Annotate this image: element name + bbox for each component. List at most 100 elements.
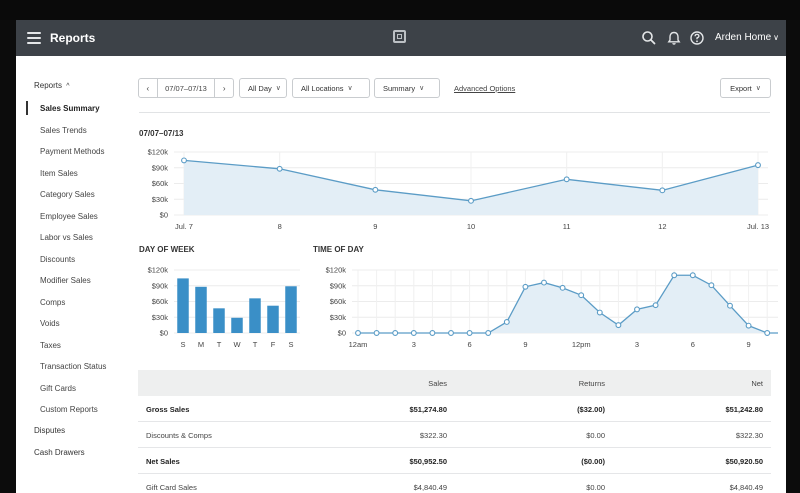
row-returns: ($0.00) — [581, 457, 605, 466]
series-area — [358, 275, 778, 333]
row-returns: $0.00 — [586, 431, 605, 440]
y-tick-label: $30k — [330, 313, 347, 322]
bar — [285, 286, 297, 333]
y-tick-label: $30k — [152, 313, 169, 322]
account-name: Arden Home — [715, 32, 772, 43]
sidebar-item[interactable]: Transaction Status — [40, 362, 107, 371]
next-range-button[interactable]: › — [215, 79, 233, 97]
data-point — [708, 282, 715, 289]
bell-icon[interactable] — [665, 29, 683, 47]
x-tick-label: S — [180, 340, 185, 349]
sidebar-item[interactable]: Gift Cards — [40, 383, 77, 393]
date-range-value[interactable]: 07/07–07/13 — [158, 79, 216, 97]
sidebar-top-item[interactable]: Disputes — [34, 426, 66, 435]
view-dropdown[interactable]: Summary ∨ — [374, 78, 440, 98]
sidebar-item[interactable]: Modifier Sales — [40, 276, 91, 285]
data-point — [578, 292, 585, 299]
export-button[interactable]: Export ∨ — [720, 78, 771, 98]
sidebar-item[interactable]: Labor vs Sales — [40, 233, 93, 242]
table-row[interactable]: Net Sales $50,952.50 ($0.00) $50,920.50 — [138, 448, 771, 474]
x-tick-label: 11 — [563, 222, 571, 231]
data-point — [689, 272, 696, 279]
data-point — [755, 162, 761, 169]
advanced-options-link[interactable]: Advanced Options — [454, 84, 516, 93]
x-tick-label: T — [253, 340, 258, 349]
sidebar-group-reports[interactable]: Reports ^ — [34, 81, 70, 90]
row-sales: $4,840.49 — [413, 483, 447, 492]
x-tick-label: 3 — [635, 340, 639, 349]
row-sales: $51,274.80 — [409, 405, 447, 414]
x-tick-label: T — [217, 340, 222, 349]
sidebar-item[interactable]: Discounts — [40, 254, 76, 264]
help-icon[interactable] — [688, 29, 706, 47]
sidebar-item[interactable]: Category Sales — [40, 190, 95, 199]
data-point — [634, 306, 640, 313]
sidebar-item[interactable]: Comps — [40, 297, 66, 307]
data-point — [355, 330, 361, 336]
search-icon[interactable] — [640, 29, 658, 47]
x-tick-label: 9 — [523, 340, 527, 349]
sidebar-item[interactable]: Payment Methods — [40, 147, 105, 156]
bar — [267, 305, 279, 333]
y-tick-label: $30k — [152, 195, 169, 204]
table-header-returns: Returns — [578, 379, 605, 388]
sidebar-item[interactable]: Sales Summary — [40, 104, 100, 113]
sidebar-item[interactable]: Item Sales — [40, 168, 78, 178]
device-bezel — [0, 0, 800, 20]
row-label: Gift Card Sales — [146, 483, 197, 492]
table-row[interactable]: Gift Card Sales $4,840.49 $0.00 $4,840.4… — [138, 474, 771, 493]
chevron-down-icon: ∨ — [773, 33, 779, 42]
data-point — [559, 284, 566, 291]
chevron-right-icon: › — [222, 83, 226, 93]
export-label: Export — [730, 83, 752, 93]
data-point — [276, 165, 283, 172]
sidebar-top-item[interactable]: Cash Drawers — [34, 447, 85, 457]
sidebar-group-label: Reports — [34, 81, 63, 90]
y-tick-label: $60k — [330, 297, 347, 306]
data-point — [485, 330, 492, 336]
x-tick-label: 8 — [278, 222, 282, 231]
x-tick-label: 10 — [467, 222, 475, 231]
data-point — [659, 187, 666, 194]
x-tick-label: S — [288, 340, 293, 349]
series-line — [358, 274, 778, 334]
table-header-row: Sales Returns Net — [138, 370, 771, 396]
row-label: Discounts & Comps — [146, 431, 212, 440]
row-net: $322.30 — [735, 431, 763, 440]
table-row[interactable]: Gross Sales $51,274.80 ($32.00) $51,242.… — [138, 396, 771, 422]
row-net: $50,920.50 — [725, 457, 763, 466]
bar — [231, 317, 243, 333]
data-point — [503, 319, 510, 325]
menu-icon[interactable] — [27, 32, 41, 44]
data-point — [373, 330, 380, 336]
row-sales: $50,952.50 — [409, 457, 447, 466]
sidebar-item[interactable]: Taxes — [40, 340, 61, 350]
locations-label: All Locations — [301, 83, 344, 93]
locations-dropdown[interactable]: All Locations ∨ — [292, 78, 370, 98]
date-range-picker: ‹ 07/07–07/13 › — [138, 78, 234, 98]
account-menu[interactable]: Arden Home ∨ — [715, 32, 779, 43]
bar — [213, 308, 225, 333]
logo-icon[interactable] — [393, 30, 406, 43]
row-label: Net Sales — [146, 457, 180, 466]
data-point — [392, 330, 399, 336]
sidebar-item[interactable]: Voids — [40, 319, 60, 328]
chevron-left-icon: ‹ — [146, 83, 150, 93]
data-point — [468, 197, 474, 204]
sidebar: Reports ^ Sales Summary Sales Trends Payme… — [16, 56, 128, 493]
day-filter-dropdown[interactable]: All Day ∨ — [239, 78, 287, 98]
sidebar-item[interactable]: Custom Reports — [40, 405, 98, 414]
prev-range-button[interactable]: ‹ — [139, 79, 158, 97]
table-row[interactable]: Discounts & Comps $322.30 $0.00 $322.30 — [138, 422, 771, 448]
x-tick-label: 3 — [412, 340, 416, 349]
chevron-down-icon: ∨ — [419, 85, 425, 92]
sidebar-item[interactable]: Sales Trends — [40, 125, 87, 135]
bar — [195, 286, 207, 333]
x-tick-label: 6 — [468, 340, 472, 349]
y-tick-label: $120k — [326, 266, 347, 275]
sidebar-item[interactable]: Employee Sales — [40, 211, 98, 221]
row-sales: $322.30 — [419, 431, 447, 440]
date-heading: 07/07–07/13 — [139, 129, 184, 138]
data-point — [429, 330, 436, 336]
data-point — [727, 302, 733, 309]
